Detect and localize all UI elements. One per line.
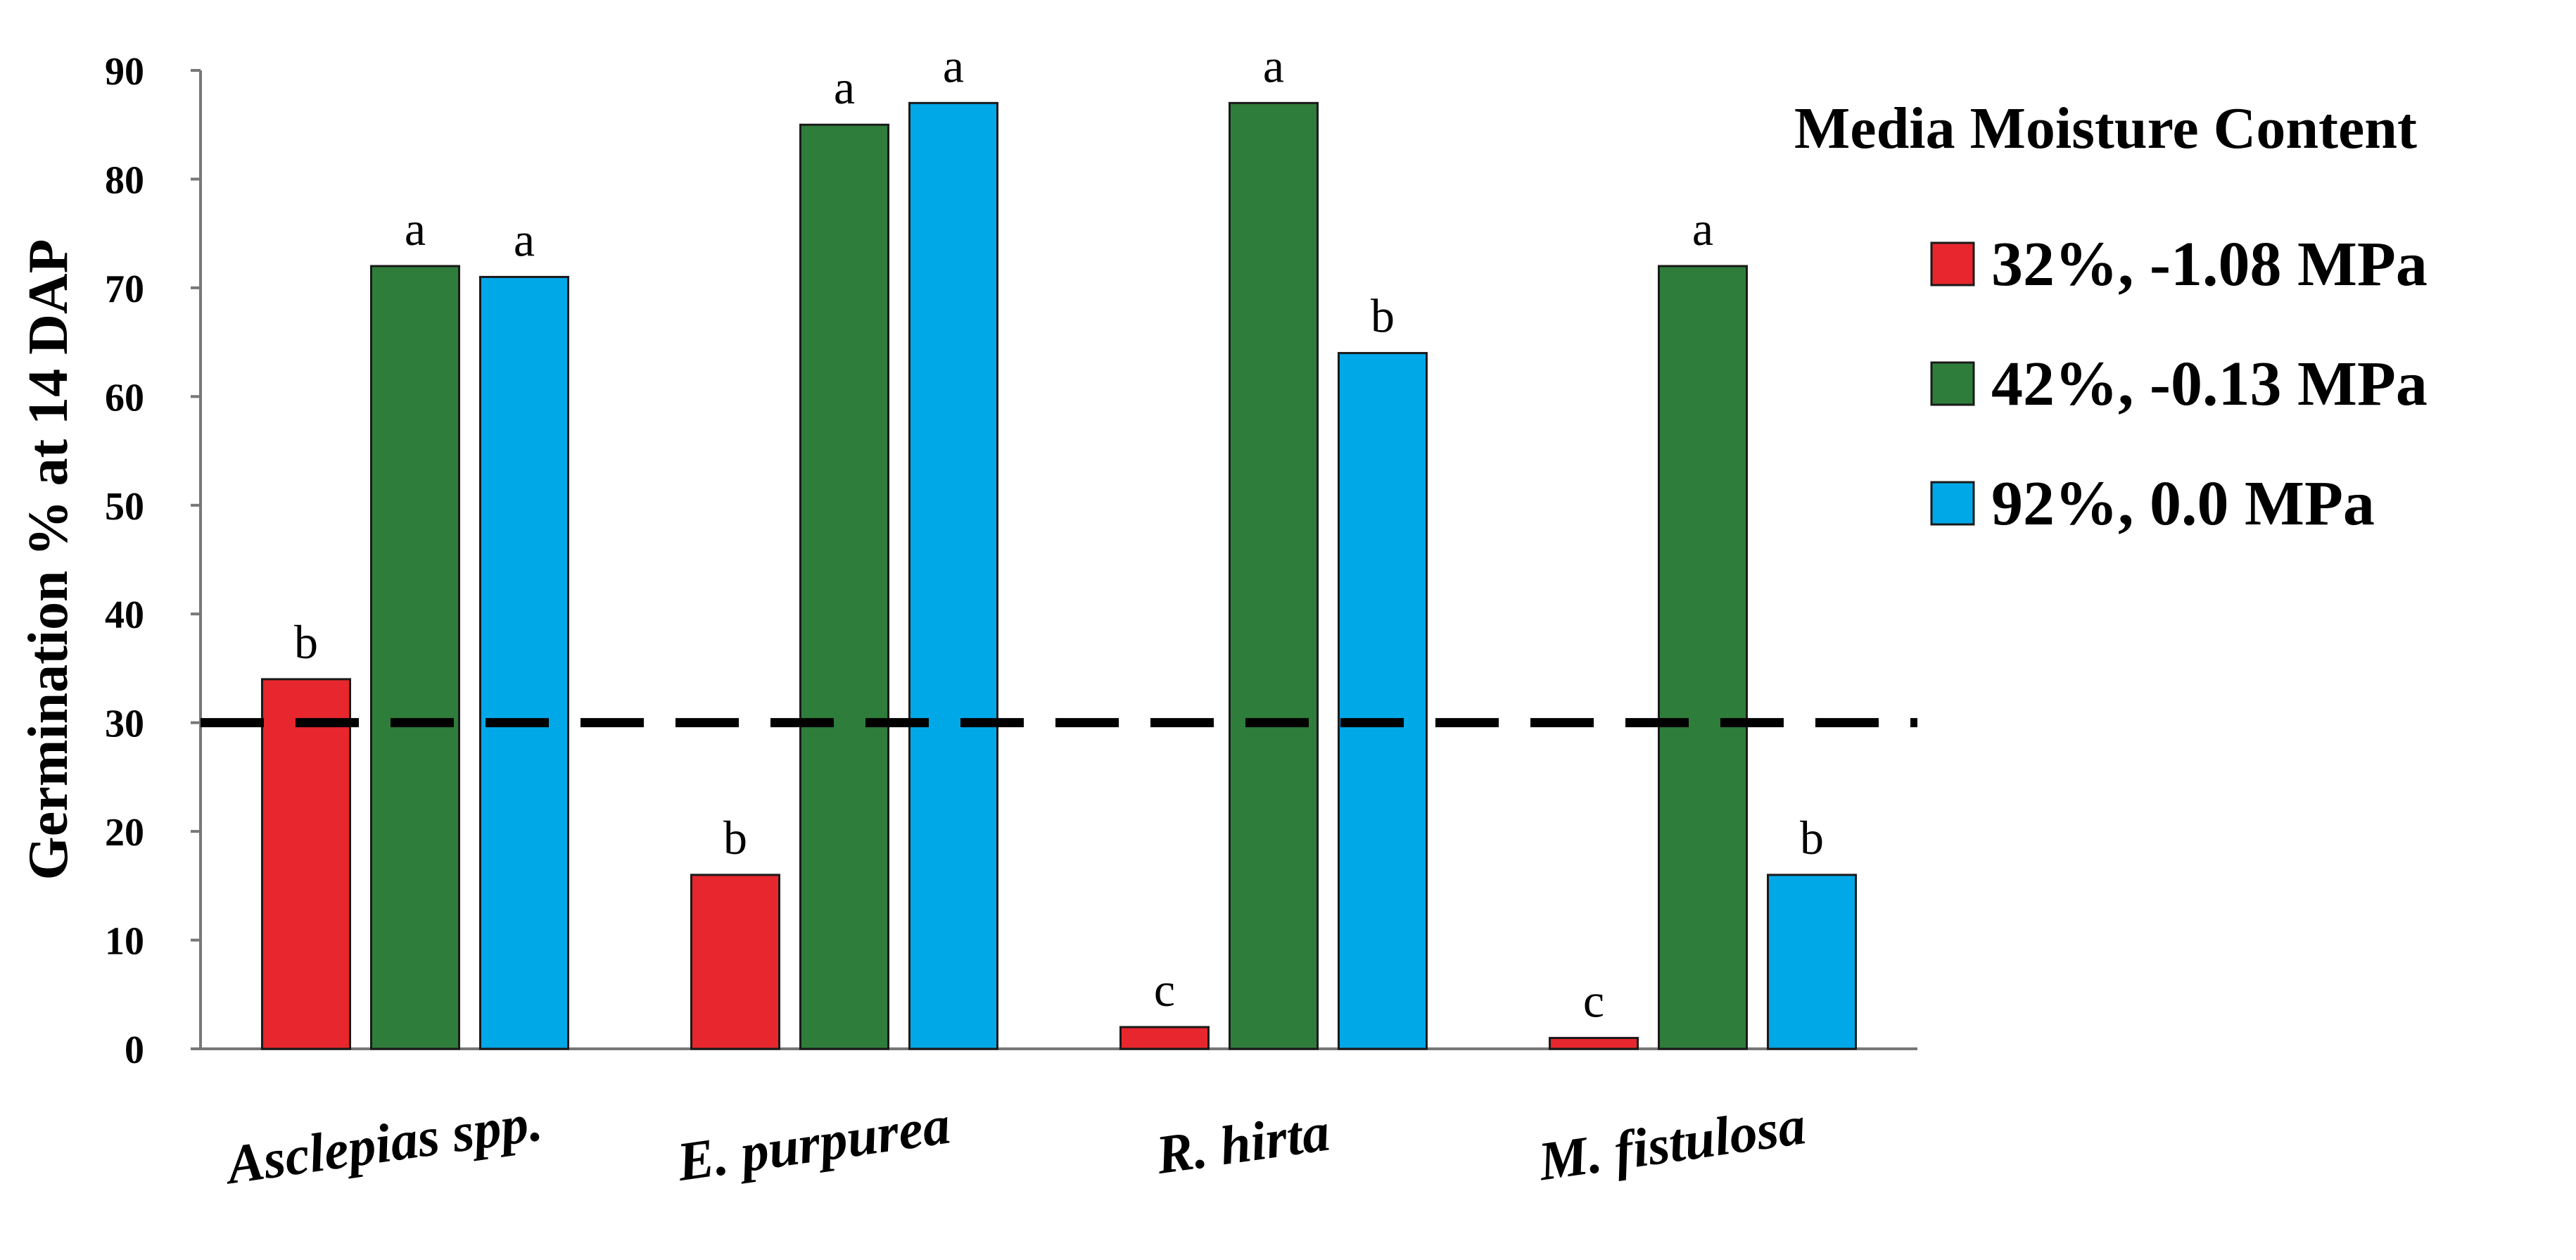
bar <box>1229 101 1319 1050</box>
y-tick-label: 10 <box>105 920 144 964</box>
significance-label: a <box>943 39 964 92</box>
significance-label: a <box>1692 202 1713 256</box>
y-axis-title: Germination % at 14 DAP <box>18 239 80 880</box>
y-tick-label: 0 <box>125 1028 144 1072</box>
significance-label: b <box>1800 811 1824 864</box>
significance-label: b <box>294 615 318 669</box>
significance-label: a <box>405 202 426 256</box>
significance-label: b <box>1371 289 1395 343</box>
legend-label: 42%, -0.13 MPa <box>1991 349 2428 419</box>
y-tick-label: 30 <box>105 703 144 746</box>
x-category-label: R. hirta <box>1152 1100 1333 1185</box>
y-tick-label: 80 <box>105 158 144 202</box>
legend-swatch <box>1930 481 1975 526</box>
y-tick-label: 50 <box>105 485 144 529</box>
x-category-label: Asclepias spp. <box>220 1090 545 1196</box>
legend: Media Moisture Content 32%, -1.08 MPa 42%,… <box>1794 96 2428 538</box>
x-category-label: E. purpurea <box>673 1094 953 1193</box>
y-tick-label: 70 <box>105 267 144 311</box>
legend-swatch <box>1930 361 1975 406</box>
bar <box>1658 265 1748 1050</box>
significance-label: c <box>1154 963 1175 1016</box>
bar <box>1549 1037 1639 1050</box>
bar <box>1767 874 1857 1050</box>
significance-label: b <box>723 811 747 864</box>
significance-label: a <box>514 213 535 266</box>
bar <box>370 265 460 1050</box>
significance-label: c <box>1583 974 1604 1028</box>
bar <box>1338 352 1428 1050</box>
y-tick-label: 90 <box>105 50 144 94</box>
bar <box>908 101 998 1050</box>
legend-swatch <box>1930 241 1975 286</box>
bar <box>261 678 351 1050</box>
legend-label: 32%, -1.08 MPa <box>1991 229 2428 299</box>
bar <box>1119 1026 1210 1050</box>
y-tick-label: 40 <box>105 593 144 637</box>
significance-label: a <box>1263 39 1284 92</box>
bar <box>479 275 569 1050</box>
bar <box>690 874 780 1050</box>
significance-label: a <box>834 61 855 114</box>
y-tick-label: 60 <box>105 376 144 420</box>
significance-labels: b a a b a a c a b c a b <box>294 39 1824 1027</box>
x-category-label: M. fistulosa <box>1533 1094 1809 1192</box>
y-tick-label: 20 <box>105 811 144 855</box>
bar <box>799 123 889 1050</box>
legend-label: 92%, 0.0 MPa <box>1991 469 2375 538</box>
bars <box>261 101 1857 1050</box>
legend-title: Media Moisture Content <box>1794 96 2417 161</box>
